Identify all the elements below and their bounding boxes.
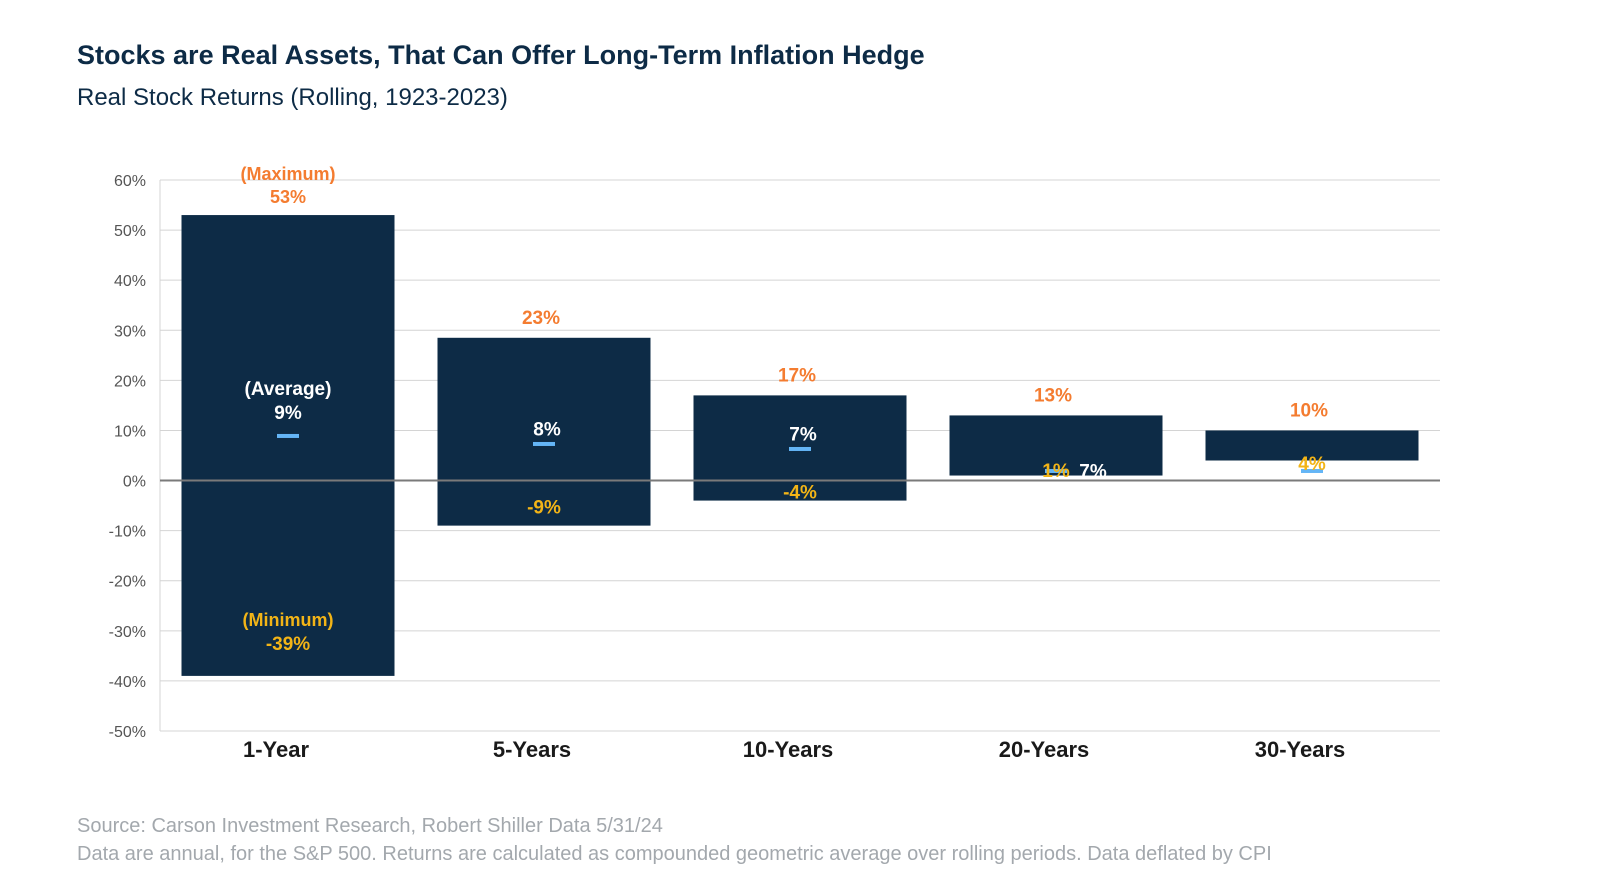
avg-value-label: 9%: [274, 403, 302, 424]
y-tick-label: -50%: [109, 724, 146, 741]
category-label: 5-Years: [493, 737, 571, 762]
min-value-label: -9%: [527, 498, 561, 519]
chart-title: Stocks are Real Assets, That Can Offer L…: [77, 40, 925, 70]
min-value-label: -4%: [783, 483, 817, 504]
max-value-label: 53%: [270, 187, 306, 207]
y-tick-label: 10%: [114, 423, 146, 440]
max-annotation: (Maximum): [240, 164, 335, 184]
range-bar: [181, 215, 395, 676]
y-tick-label: 30%: [114, 323, 146, 340]
y-tick-label: 20%: [114, 373, 146, 390]
y-tick-label: -40%: [109, 674, 146, 691]
category-label: 30-Years: [1255, 737, 1346, 762]
max-value-label: 13%: [1034, 385, 1072, 406]
y-tick-label: 60%: [114, 173, 146, 190]
max-value-label: 10%: [1290, 400, 1328, 421]
avg-marker: [533, 441, 555, 446]
avg-value-label: 7%: [789, 424, 817, 445]
y-tick-label: 0%: [123, 474, 146, 491]
max-value-label: 17%: [778, 365, 816, 386]
methodology-note: Data are annual, for the S&P 500. Return…: [77, 843, 1272, 865]
avg-marker: [1301, 468, 1323, 473]
min-annotation: (Minimum): [243, 610, 334, 630]
y-tick-label: 40%: [114, 273, 146, 290]
min-value-label: 1%: [1042, 461, 1070, 482]
avg-value-label: 7%: [1079, 461, 1107, 482]
min-value-label: 4%: [1298, 454, 1326, 475]
range-bar: [1205, 430, 1419, 461]
y-tick-label: -10%: [109, 524, 146, 541]
avg-marker: [277, 433, 299, 438]
y-tick-label: -20%: [109, 574, 146, 591]
avg-annotation: (Average): [245, 379, 332, 400]
avg-marker: [1045, 468, 1067, 473]
min-value-label: -39%: [266, 634, 310, 655]
category-label: 1-Year: [243, 737, 309, 762]
range-bar: [437, 337, 651, 526]
range-bar: [949, 415, 1163, 476]
category-label: 20-Years: [999, 737, 1090, 762]
max-value-label: 23%: [522, 308, 560, 329]
chart-subtitle: Real Stock Returns (Rolling, 1923-2023): [77, 84, 508, 111]
category-label: 10-Years: [743, 737, 834, 762]
avg-value-label: 8%: [533, 419, 561, 440]
avg-marker: [789, 446, 811, 451]
y-tick-label: 50%: [114, 223, 146, 240]
source-note: Source: Carson Investment Research, Robe…: [77, 815, 663, 837]
y-tick-label: -30%: [109, 624, 146, 641]
avg-value-label: 7%: [1335, 461, 1363, 482]
